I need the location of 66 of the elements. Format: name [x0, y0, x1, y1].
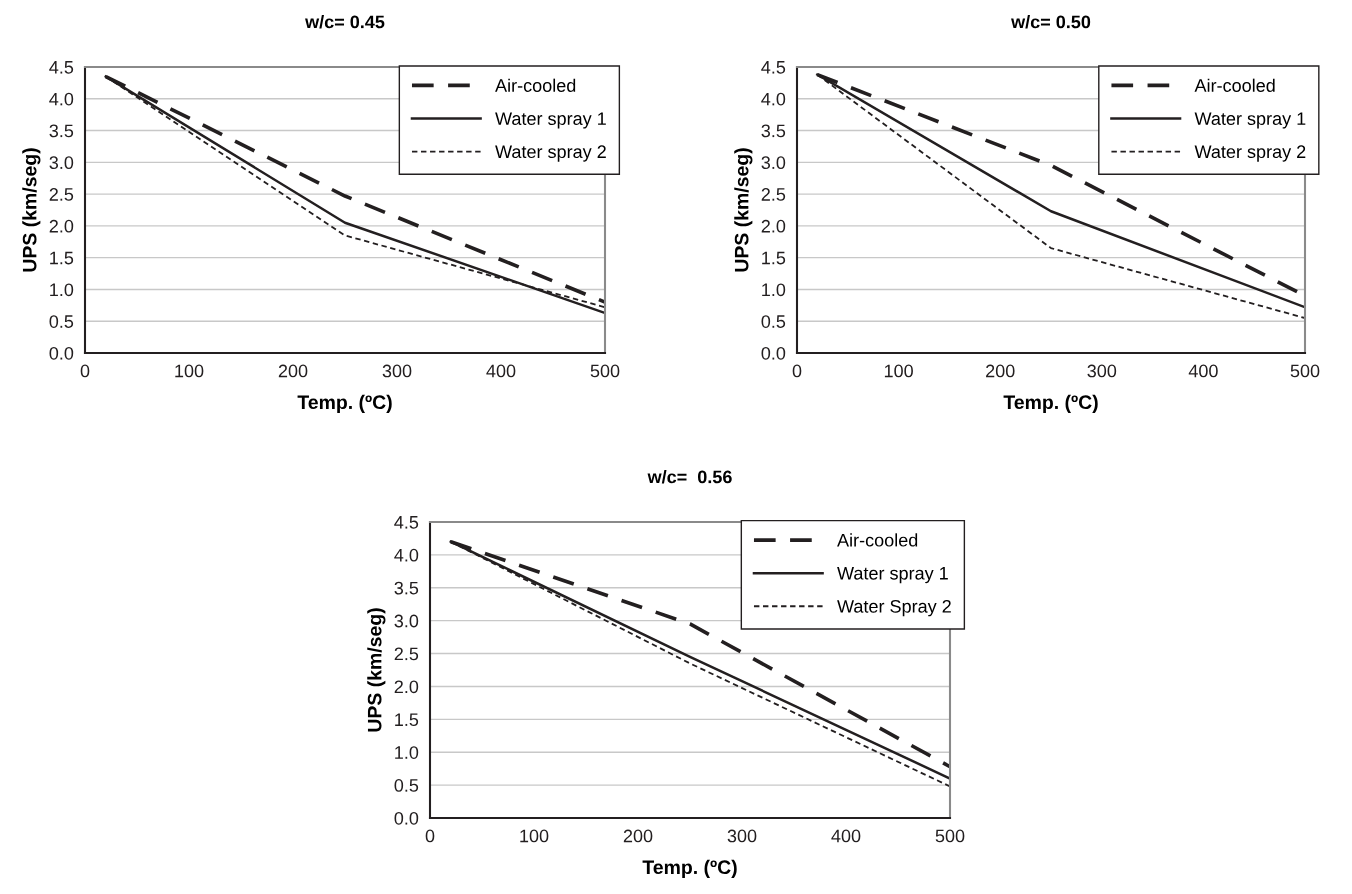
y-tick-label: 1.0	[762, 283, 786, 297]
y-tick-label: 2.0	[49, 219, 74, 233]
y-tick-label: 0.0	[394, 811, 419, 825]
legend-label: Water spray 1	[495, 112, 606, 129]
y-tick-label: 1.0	[395, 746, 419, 759]
x-tick-label: 300	[1087, 364, 1117, 378]
y-tick-label: 0.0	[761, 346, 786, 360]
legend-label: Air-cooled	[495, 78, 576, 92]
y-tick-label: 1.5	[50, 251, 74, 265]
y-tick-label: 0.5	[49, 315, 74, 328]
x-tick-label: 200	[623, 829, 653, 843]
y-tick-label: 3.0	[761, 156, 786, 170]
y-tick-label: 4.5	[394, 516, 419, 529]
x-axis-title: Temp. (ºC)	[297, 394, 392, 413]
y-tick-label: 4.0	[394, 548, 419, 562]
x-tick-label: 0	[792, 364, 802, 378]
y-axis-title: UPS (km/seg)	[734, 148, 753, 272]
y-tick-label: 3.0	[394, 614, 419, 628]
y-tick-label: 4.0	[761, 92, 786, 106]
x-tick-label: 0	[425, 829, 435, 843]
y-axis-title: UPS (km/seg)	[367, 608, 386, 732]
x-tick-label: 500	[590, 364, 620, 378]
legend-label: Water spray 2	[495, 145, 606, 162]
y-tick-label: 1.0	[50, 283, 74, 297]
y-tick-label: 0.5	[761, 315, 786, 328]
y-tick-label: 4.5	[49, 61, 74, 74]
x-tick-label: 0	[80, 364, 90, 378]
y-tick-label: 3.5	[394, 581, 419, 595]
x-tick-label: 100	[884, 364, 913, 378]
x-tick-label: 200	[986, 364, 1015, 378]
x-axis-title: Temp. (ºC)	[642, 859, 737, 878]
y-tick-label: 3.5	[761, 124, 786, 138]
x-tick-label: 100	[520, 829, 549, 843]
legend-label: Air-cooled	[1194, 78, 1275, 92]
x-axis-title: Temp. (ºC)	[1003, 394, 1098, 413]
y-axis-title: UPS (km/seg)	[22, 148, 41, 272]
y-tick-label: 3.0	[49, 156, 74, 170]
x-tick-label: 500	[935, 829, 965, 843]
y-tick-label: 2.5	[394, 647, 419, 661]
y-tick-label: 4.0	[49, 92, 74, 106]
chart-title: w/c= 0.50	[1011, 15, 1091, 29]
y-tick-label: 1.5	[395, 713, 419, 727]
y-tick-label: 3.5	[49, 124, 74, 138]
legend-label: Water spray 1	[1194, 112, 1306, 129]
x-tick-label: 200	[278, 364, 308, 378]
legend-label: Water spray 1	[837, 567, 948, 584]
x-tick-label: 300	[727, 829, 757, 843]
x-tick-label: 400	[831, 829, 861, 843]
y-tick-label: 2.5	[761, 188, 786, 201]
y-tick-label: 4.5	[761, 61, 786, 74]
x-tick-label: 400	[1188, 364, 1218, 378]
x-tick-label: 100	[175, 364, 204, 378]
legend-label: Water spray 2	[1194, 145, 1306, 162]
legend-label: Air-cooled	[837, 533, 918, 547]
x-tick-label: 300	[382, 364, 412, 378]
y-tick-label: 2.0	[761, 219, 786, 233]
legend-label: Water Spray 2	[837, 599, 951, 617]
y-tick-label: 2.5	[49, 188, 74, 201]
chart-title: w/c= 0.45	[305, 15, 385, 29]
y-tick-label: 2.0	[394, 680, 419, 694]
chart-title: w/c= 0.56	[647, 470, 732, 484]
y-tick-label: 0.5	[394, 779, 419, 792]
x-tick-label: 500	[1290, 364, 1320, 378]
y-tick-label: 1.5	[762, 251, 786, 265]
x-tick-label: 400	[486, 364, 516, 378]
y-tick-label: 0.0	[49, 346, 74, 360]
